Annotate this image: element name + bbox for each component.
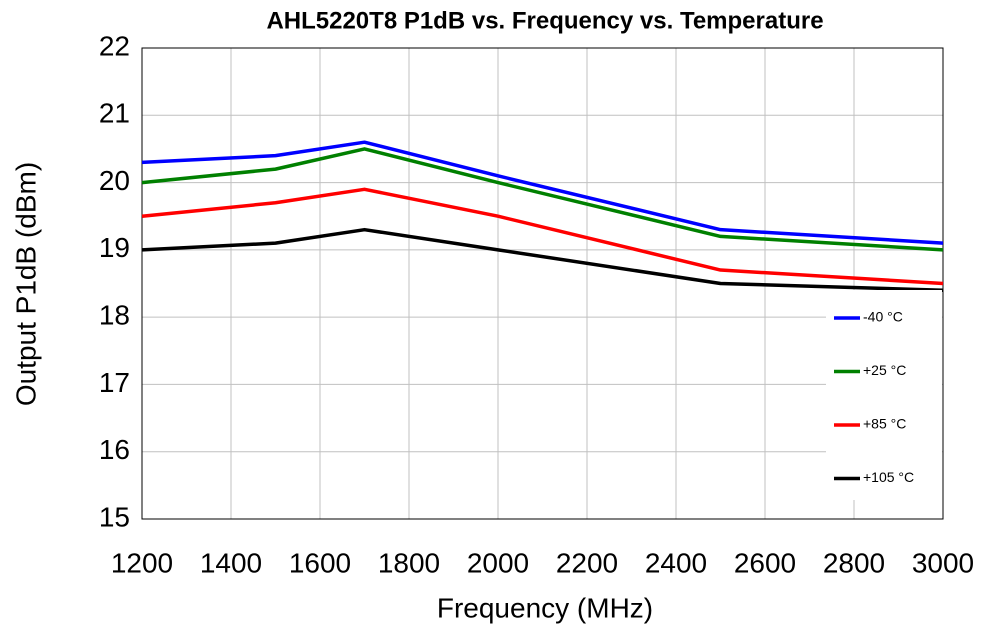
series-line <box>141 147 944 252</box>
x-tick-label: 1400 <box>200 547 262 578</box>
x-tick-label: 1200 <box>111 547 173 578</box>
y-tick-label: 19 <box>99 232 130 263</box>
legend-label: +25 °C <box>863 362 906 378</box>
x-tick-label: 1800 <box>378 547 440 578</box>
legend-box <box>826 290 942 500</box>
series-line <box>141 140 944 245</box>
series-line <box>141 227 944 292</box>
y-tick-label: 17 <box>99 367 130 398</box>
x-tick-label: 2600 <box>734 547 796 578</box>
x-axis-label: Frequency (MHz) <box>437 592 653 623</box>
legend-label: +105 °C <box>863 469 914 485</box>
chart-title: AHL5220T8 P1dB vs. Frequency vs. Tempera… <box>266 7 823 34</box>
x-tick-label: 1600 <box>289 547 351 578</box>
y-tick-label: 16 <box>99 434 130 465</box>
x-tick-label: 2000 <box>467 547 529 578</box>
y-tick-label: 22 <box>99 30 130 61</box>
y-axis-label: Output P1dB (dBm) <box>10 162 41 406</box>
x-tick-label: 2200 <box>556 547 618 578</box>
legend-label: +85 °C <box>863 416 906 432</box>
x-tick-label: 3000 <box>912 547 974 578</box>
y-tick-label: 15 <box>99 501 130 532</box>
y-tick-label: 18 <box>99 300 130 331</box>
y-tick-label: 20 <box>99 165 130 196</box>
y-tick-label: 21 <box>99 98 130 129</box>
x-tick-label: 2800 <box>823 547 885 578</box>
legend-label: -40 °C <box>863 309 903 325</box>
x-tick-label: 2400 <box>645 547 707 578</box>
plot-border <box>141 47 944 520</box>
series-line <box>141 187 944 286</box>
